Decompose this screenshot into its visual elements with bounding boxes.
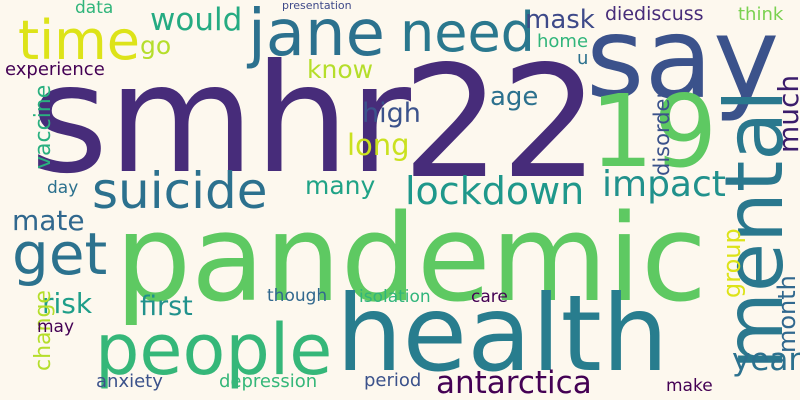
word-need: need	[400, 1, 535, 64]
word-u: u	[577, 48, 589, 69]
word-high: high	[362, 98, 421, 129]
word-go: go	[140, 31, 172, 60]
word-anxiety: anxiety	[96, 371, 163, 392]
word-isolation: isolation	[359, 287, 431, 307]
word-22: 22	[402, 32, 600, 213]
word-group: group	[718, 228, 746, 298]
word-suicide: suicide	[92, 162, 268, 220]
word-would: would	[150, 2, 243, 38]
word-mask: mask	[525, 5, 595, 35]
word-depression: depression	[219, 371, 318, 392]
word-first: first	[140, 291, 193, 322]
word-know: know	[307, 55, 374, 84]
word-data: data	[75, 0, 114, 18]
word-presentation: presentation	[282, 0, 352, 12]
word-get: get	[12, 220, 108, 288]
word-much: much	[772, 74, 800, 153]
word-experience: experience	[5, 59, 105, 80]
word-many: many	[305, 171, 376, 200]
word-antarctica: antarctica	[436, 365, 592, 400]
word-long: long	[347, 128, 410, 162]
word-period: period	[364, 370, 422, 391]
word-think: think	[738, 4, 784, 25]
word-age: age	[490, 82, 539, 112]
word-smhr: smhr	[30, 33, 412, 207]
word-month: month	[773, 275, 800, 353]
word-care: care	[471, 287, 508, 307]
word-may: may	[37, 317, 75, 337]
word-risk: risk	[42, 287, 93, 320]
word-jane: jane	[248, 0, 385, 71]
word-lockdown: lockdown	[405, 169, 585, 213]
word-make: make	[666, 376, 713, 396]
word-though: though	[267, 286, 328, 306]
word-year: year	[732, 342, 800, 378]
word-time: time	[18, 9, 141, 72]
word-home: home	[537, 31, 589, 52]
word-say: say	[586, 0, 780, 124]
word-diediscuss: diediscuss	[605, 3, 704, 25]
word-vaccine: vaccine	[31, 84, 56, 169]
word-day: day	[47, 178, 79, 198]
word-impact: impact	[602, 164, 726, 205]
word-19: 19	[590, 73, 718, 190]
word-pandemic: pandemic	[115, 190, 707, 329]
word-disorder: disorder	[650, 89, 674, 176]
word-health: health	[336, 273, 669, 395]
word-people: people	[95, 309, 333, 391]
word-mate: mate	[12, 204, 85, 237]
